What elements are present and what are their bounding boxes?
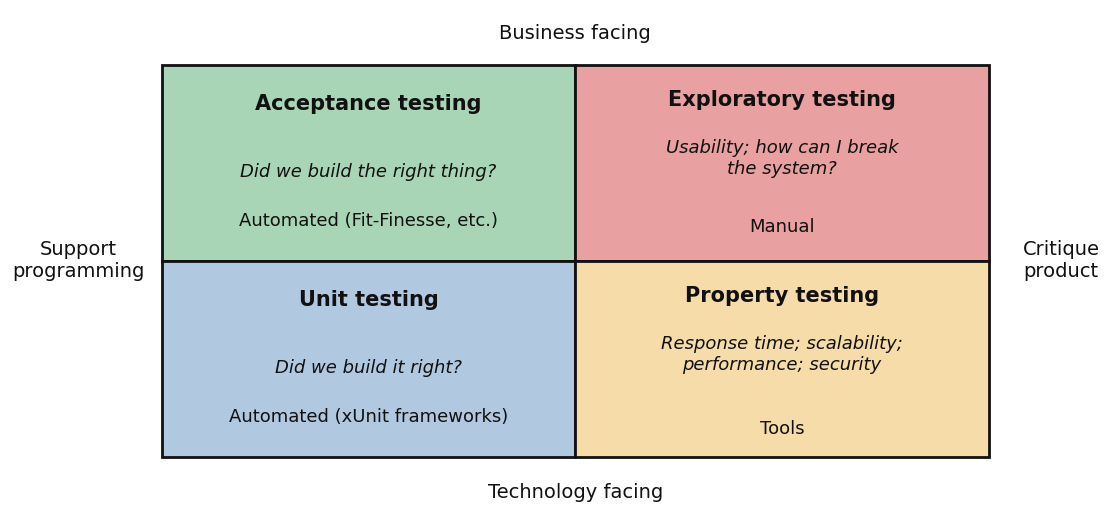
Text: Manual: Manual: [750, 218, 814, 236]
Text: Acceptance testing: Acceptance testing: [256, 94, 481, 114]
Text: Did we build the right thing?: Did we build the right thing?: [240, 164, 497, 181]
Text: Usability; how can I break
the system?: Usability; how can I break the system?: [666, 139, 898, 178]
Bar: [162, 64, 575, 261]
Text: Business facing: Business facing: [499, 24, 651, 43]
Text: Critique
product: Critique product: [1023, 240, 1099, 281]
Text: Technology facing: Technology facing: [488, 483, 662, 502]
Text: Did we build it right?: Did we build it right?: [275, 360, 462, 377]
Text: Unit testing: Unit testing: [298, 290, 439, 310]
Bar: [575, 261, 989, 457]
Text: Property testing: Property testing: [685, 286, 879, 306]
Text: Response time; scalability;
performance; security: Response time; scalability; performance;…: [661, 335, 903, 374]
Text: Exploratory testing: Exploratory testing: [668, 90, 896, 110]
Text: Automated (Fit-Finesse, etc.): Automated (Fit-Finesse, etc.): [239, 213, 498, 230]
Text: Support
programming: Support programming: [12, 240, 144, 281]
Bar: [162, 261, 575, 457]
Bar: [575, 64, 989, 261]
Text: Tools: Tools: [760, 420, 804, 438]
Text: Automated (xUnit frameworks): Automated (xUnit frameworks): [229, 409, 508, 426]
